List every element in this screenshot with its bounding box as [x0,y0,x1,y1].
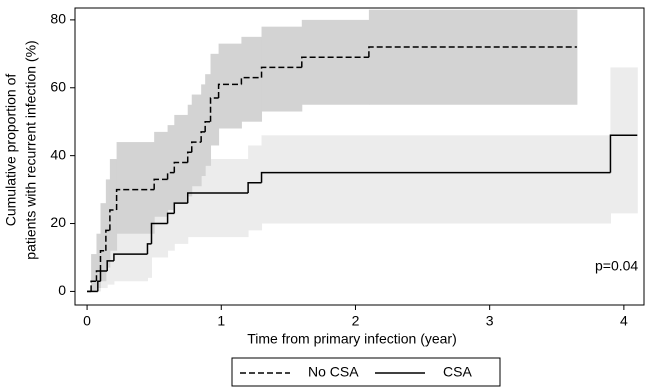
step-line [609,134,638,173]
lines [87,46,638,293]
confidence-band [167,125,175,210]
step-line [90,280,97,292]
step-line [173,202,188,214]
step-line [99,249,106,272]
confidence-band [191,94,202,187]
x-tick-label: 3 [486,313,494,329]
step-line [173,161,188,173]
confidence-band [174,114,189,204]
step-line [153,178,168,190]
x-tick-label: 1 [217,313,225,329]
step-line [217,83,242,98]
confidence-band [201,84,206,177]
step-line [204,120,211,132]
bands [91,9,638,292]
step-line [368,46,577,58]
step-line [200,131,206,143]
y-tick-label: 40 [50,146,66,162]
confidence-band [147,206,152,278]
confidence-band [248,145,263,231]
step-line [105,229,110,251]
confidence-band [91,254,97,292]
confidence-band [107,220,115,285]
step-line [166,171,175,180]
confidence-band [116,142,155,234]
confidence-band [610,67,638,214]
step-line [166,212,175,224]
plot-frame [74,7,645,306]
step-line [97,280,101,292]
step-line [260,66,302,78]
step-line [95,270,101,282]
y-tick-label: 0 [58,282,66,298]
confidence-band [100,203,107,282]
step-line [191,141,202,153]
y-tick-label: 60 [50,78,66,94]
step-line [301,56,369,68]
confidence-band [154,131,169,217]
y-tick-label: 20 [50,214,66,230]
y-tick-label: 80 [50,11,66,27]
x-tick-label: 4 [620,313,628,329]
x-tick-label: 2 [352,313,360,329]
confidence-band [301,19,370,105]
y-axis-title: patients with recurrent infection (%) [23,40,39,259]
y-axis-title: Cumulative proportion of [3,74,19,227]
step-line [247,182,262,193]
legend-label: No CSA [308,364,359,380]
confidence-band [96,233,101,289]
step-line [150,222,168,244]
step-line [209,97,219,122]
step-line [186,192,249,204]
step-line [109,209,117,231]
step-line [106,260,114,272]
legend: No CSA CSA [240,364,472,380]
legend-box [231,357,501,387]
step-line [113,253,148,261]
step-line [240,76,262,85]
x-tick-label: 0 [83,313,91,329]
confidence-band [105,179,111,268]
confidence-band [368,9,578,105]
confidence-band [205,74,212,166]
confidence-band [218,43,242,129]
annotation: p=0.04 [595,258,638,274]
legend-label: CSA [443,364,472,380]
confidence-band [187,104,193,197]
step-line [186,151,192,163]
x-axis-title: Time from primary infection (year) [247,331,457,347]
step-line [260,171,611,183]
step-line [146,243,152,255]
confidence-band [261,135,611,224]
confidence-band [241,36,263,122]
step-line [115,188,155,210]
confidence-band [210,53,220,146]
confidence-band [261,26,303,112]
confidence-band [109,159,118,251]
